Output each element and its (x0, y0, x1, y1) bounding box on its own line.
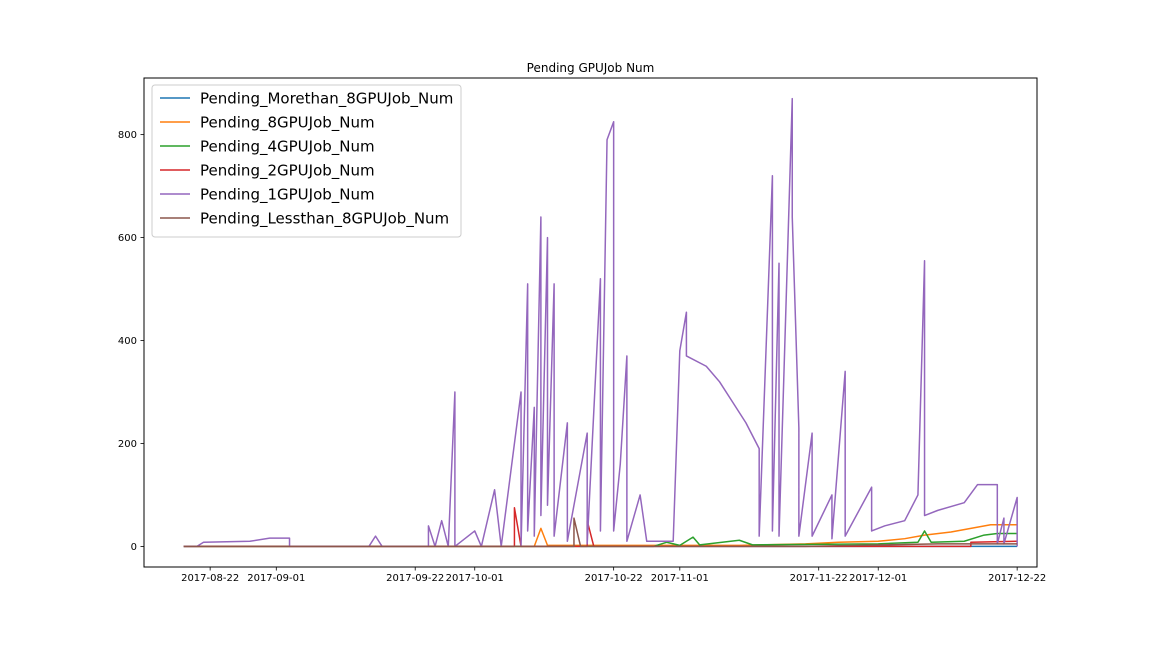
x-tick-label-4: 2017-10-22 (585, 573, 643, 584)
x-tick-label-2: 2017-09-22 (386, 573, 444, 584)
plot-frame (143, 77, 1038, 568)
x-tick-label-6: 2017-11-22 (790, 573, 848, 584)
series-line-4 (183, 97, 1018, 548)
y-tick-label-1: 200 (118, 439, 137, 450)
series-line-5 (183, 517, 1018, 548)
x-tick-label-1: 2017-09-01 (247, 573, 305, 584)
x-tick-label-8: 2017-12-22 (988, 573, 1046, 584)
plot-area (143, 77, 1038, 568)
x-tick-label-3: 2017-10-01 (446, 573, 504, 584)
x-tick-label-5: 2017-11-01 (651, 573, 709, 584)
legend-box (151, 84, 462, 238)
legend-label-1: Pending_8GPUJob_Num (200, 114, 375, 133)
legend-label-5: Pending_Lessthan_8GPUJob_Num (200, 210, 449, 229)
legend-label-4: Pending_1GPUJob_Num (200, 186, 375, 205)
y-tick-label-0: 0 (131, 542, 137, 553)
series-line-2 (183, 530, 1018, 548)
y-tick-label-2: 400 (118, 336, 137, 347)
y-tick-label-4: 800 (118, 130, 137, 141)
chart-title: Pending GPUJob Num (527, 61, 655, 75)
x-axis: 2017-08-22 2017-09-01 2017-09-22 2017-10-01… (181, 567, 1046, 584)
series-layer (183, 97, 1018, 548)
x-tick-label-7: 2017-12-01 (849, 573, 907, 584)
x-tick-label-0: 2017-08-22 (181, 573, 239, 584)
legend-label-3: Pending_2GPUJob_Num (200, 162, 375, 181)
legend-label-2: Pending_4GPUJob_Num (200, 138, 375, 157)
legend-label-0: Pending_Morethan_8GPUJob_Num (200, 90, 453, 109)
y-axis: 0 200 400 600 800 (118, 130, 144, 553)
series-line-1 (183, 524, 1018, 548)
y-tick-label-3: 600 (118, 233, 137, 244)
legend: Pending_Morethan_8GPUJob_Num Pending_8GPU… (151, 84, 462, 238)
